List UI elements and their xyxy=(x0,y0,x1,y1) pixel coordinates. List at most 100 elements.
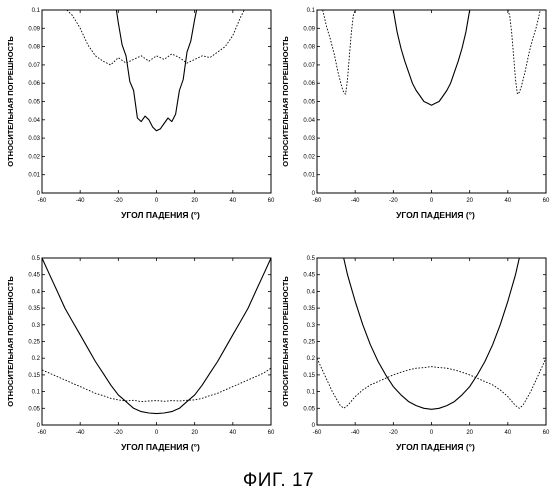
x-axis-label: УГОЛ ПАДЕНИЯ (°) xyxy=(396,210,475,220)
dotted-series-line xyxy=(42,368,271,401)
figure-caption: ФИГ. 17 xyxy=(0,470,557,492)
x-tick-label: -20 xyxy=(389,198,398,204)
series-group xyxy=(317,10,546,105)
x-tick-label: 0 xyxy=(430,430,434,436)
y-tick-label: 0.05 xyxy=(28,100,40,106)
y-tick-label: 0.09 xyxy=(303,26,315,32)
x-tick-label: 40 xyxy=(229,430,236,436)
y-tick-label: 0.1 xyxy=(32,8,41,14)
y-tick-label: 0 xyxy=(37,191,41,197)
y-tick-label: 0.09 xyxy=(28,26,40,32)
x-tick-label: 20 xyxy=(466,430,473,436)
x-tick-label: 40 xyxy=(229,198,236,204)
y-tick-label: 0.15 xyxy=(28,373,40,379)
y-tick-label: 0.08 xyxy=(28,45,40,51)
x-axis-label: УГОЛ ПАДЕНИЯ (°) xyxy=(121,442,200,452)
x-tick-label: 0 xyxy=(155,198,159,204)
y-tick-label: 0.04 xyxy=(28,118,40,124)
chart-panel-2: -60 -40 -20 0 20 40 60 0 0.01 0.02 0.03 0.04 0.05 0.0… xyxy=(281,8,550,220)
x-tick-label: -40 xyxy=(351,198,360,204)
x-axis-label: УГОЛ ПАДЕНИЯ (°) xyxy=(396,442,475,452)
x-tick-label: -20 xyxy=(389,430,398,436)
y-tick-label: 0.05 xyxy=(28,406,40,412)
y-tick-label: 0.3 xyxy=(32,323,41,329)
chart-panel-4: -60 -40 -20 0 20 40 60 0 0.05 0.1 0.15 0.2 0.25 0.3 0.… xyxy=(281,256,550,452)
y-tick-label: 0.07 xyxy=(28,63,40,69)
solid-series-line xyxy=(344,258,520,409)
series-group xyxy=(42,258,271,414)
y-tick-label: 0 xyxy=(312,423,316,429)
x-tick-label: -60 xyxy=(313,198,322,204)
chart-panel-1: -60 -40 -20 0 20 40 60 0 0.01 0.02 0.03 0.04 0.05 0.0… xyxy=(6,8,275,220)
y-tick-label: 0.03 xyxy=(28,136,40,142)
y-tick-label: 0.05 xyxy=(303,406,315,412)
y-tick-label: 0.04 xyxy=(303,118,315,124)
y-tick-label: 0.02 xyxy=(28,154,40,160)
solid-series-line xyxy=(42,258,271,414)
dotted-series-line xyxy=(508,10,541,94)
y-tick-label: 0.15 xyxy=(303,373,315,379)
y-tick-label: 0 xyxy=(37,423,41,429)
x-tick-label: 0 xyxy=(155,430,159,436)
x-tick-label: 40 xyxy=(504,198,511,204)
y-tick-label: 0.45 xyxy=(28,273,40,279)
x-tick-label: -20 xyxy=(114,430,123,436)
solid-series-line xyxy=(317,10,546,105)
y-tick-label: 0.1 xyxy=(32,390,41,396)
y-tick-label: 0.2 xyxy=(32,356,41,362)
y-tick-label: 0.4 xyxy=(307,289,316,295)
x-tick-label: -40 xyxy=(351,430,360,436)
y-tick-label: 0.06 xyxy=(303,81,315,87)
series-group xyxy=(317,258,546,409)
x-tick-label: 60 xyxy=(268,430,275,436)
y-tick-label: 0.35 xyxy=(303,306,315,312)
x-tick-label: 60 xyxy=(543,430,550,436)
y-tick-label: 0 xyxy=(312,191,316,197)
x-tick-label: -60 xyxy=(313,430,322,436)
dotted-series-line xyxy=(323,10,356,94)
x-tick-label: 0 xyxy=(430,198,434,204)
x-tick-label: -60 xyxy=(38,198,47,204)
y-tick-label: 0.05 xyxy=(303,100,315,106)
x-tick-label: -60 xyxy=(38,430,47,436)
x-tick-label: -20 xyxy=(114,198,123,204)
x-tick-label: 20 xyxy=(191,198,198,204)
y-tick-label: 0.25 xyxy=(303,340,315,346)
y-axis-label: ОТНОСИТЕЛЬНАЯ ПОГРЕШНОСТЬ xyxy=(6,276,15,407)
y-tick-label: 0.25 xyxy=(28,340,40,346)
y-tick-label: 0.06 xyxy=(28,81,40,87)
y-tick-label: 0.3 xyxy=(307,323,316,329)
x-tick-label: 60 xyxy=(543,198,550,204)
dotted-series-line xyxy=(317,358,546,408)
plot-frame xyxy=(42,258,271,425)
x-tick-label: 60 xyxy=(268,198,275,204)
y-tick-label: 0.5 xyxy=(32,256,41,262)
y-tick-label: 0.01 xyxy=(303,173,315,179)
x-tick-label: 20 xyxy=(466,198,473,204)
y-tick-label: 0.4 xyxy=(32,289,41,295)
y-tick-label: 0.02 xyxy=(303,154,315,160)
x-tick-label: -40 xyxy=(76,430,85,436)
y-tick-label: 0.08 xyxy=(303,45,315,51)
y-tick-label: 0.2 xyxy=(307,356,316,362)
y-tick-label: 0.03 xyxy=(303,136,315,142)
chart-panel-3: -60 -40 -20 0 20 40 60 0 0.05 0.1 0.15 0.2 0.25 0.3 0.… xyxy=(6,256,275,452)
y-tick-label: 0.5 xyxy=(307,256,316,262)
x-tick-label: 20 xyxy=(191,430,198,436)
y-tick-label: 0.45 xyxy=(303,273,315,279)
y-axis-label: ОТНОСИТЕЛЬНАЯ ПОГРЕШНОСТЬ xyxy=(281,36,290,167)
y-tick-label: 0.07 xyxy=(303,63,315,69)
x-axis-label: УГОЛ ПАДЕНИЯ (°) xyxy=(121,210,200,220)
y-axis-label: ОТНОСИТЕЛЬНАЯ ПОГРЕШНОСТЬ xyxy=(6,36,15,167)
y-tick-label: 0.1 xyxy=(307,390,316,396)
x-tick-label: 40 xyxy=(504,430,511,436)
solid-series-line xyxy=(116,10,196,131)
y-tick-label: 0.35 xyxy=(28,306,40,312)
y-tick-label: 0.1 xyxy=(307,8,316,14)
y-tick-label: 0.01 xyxy=(28,173,40,179)
plot-frame xyxy=(42,10,271,193)
series-group xyxy=(67,10,245,131)
y-axis-label: ОТНОСИТЕЛЬНАЯ ПОГРЕШНОСТЬ xyxy=(281,276,290,407)
x-tick-label: -40 xyxy=(76,198,85,204)
